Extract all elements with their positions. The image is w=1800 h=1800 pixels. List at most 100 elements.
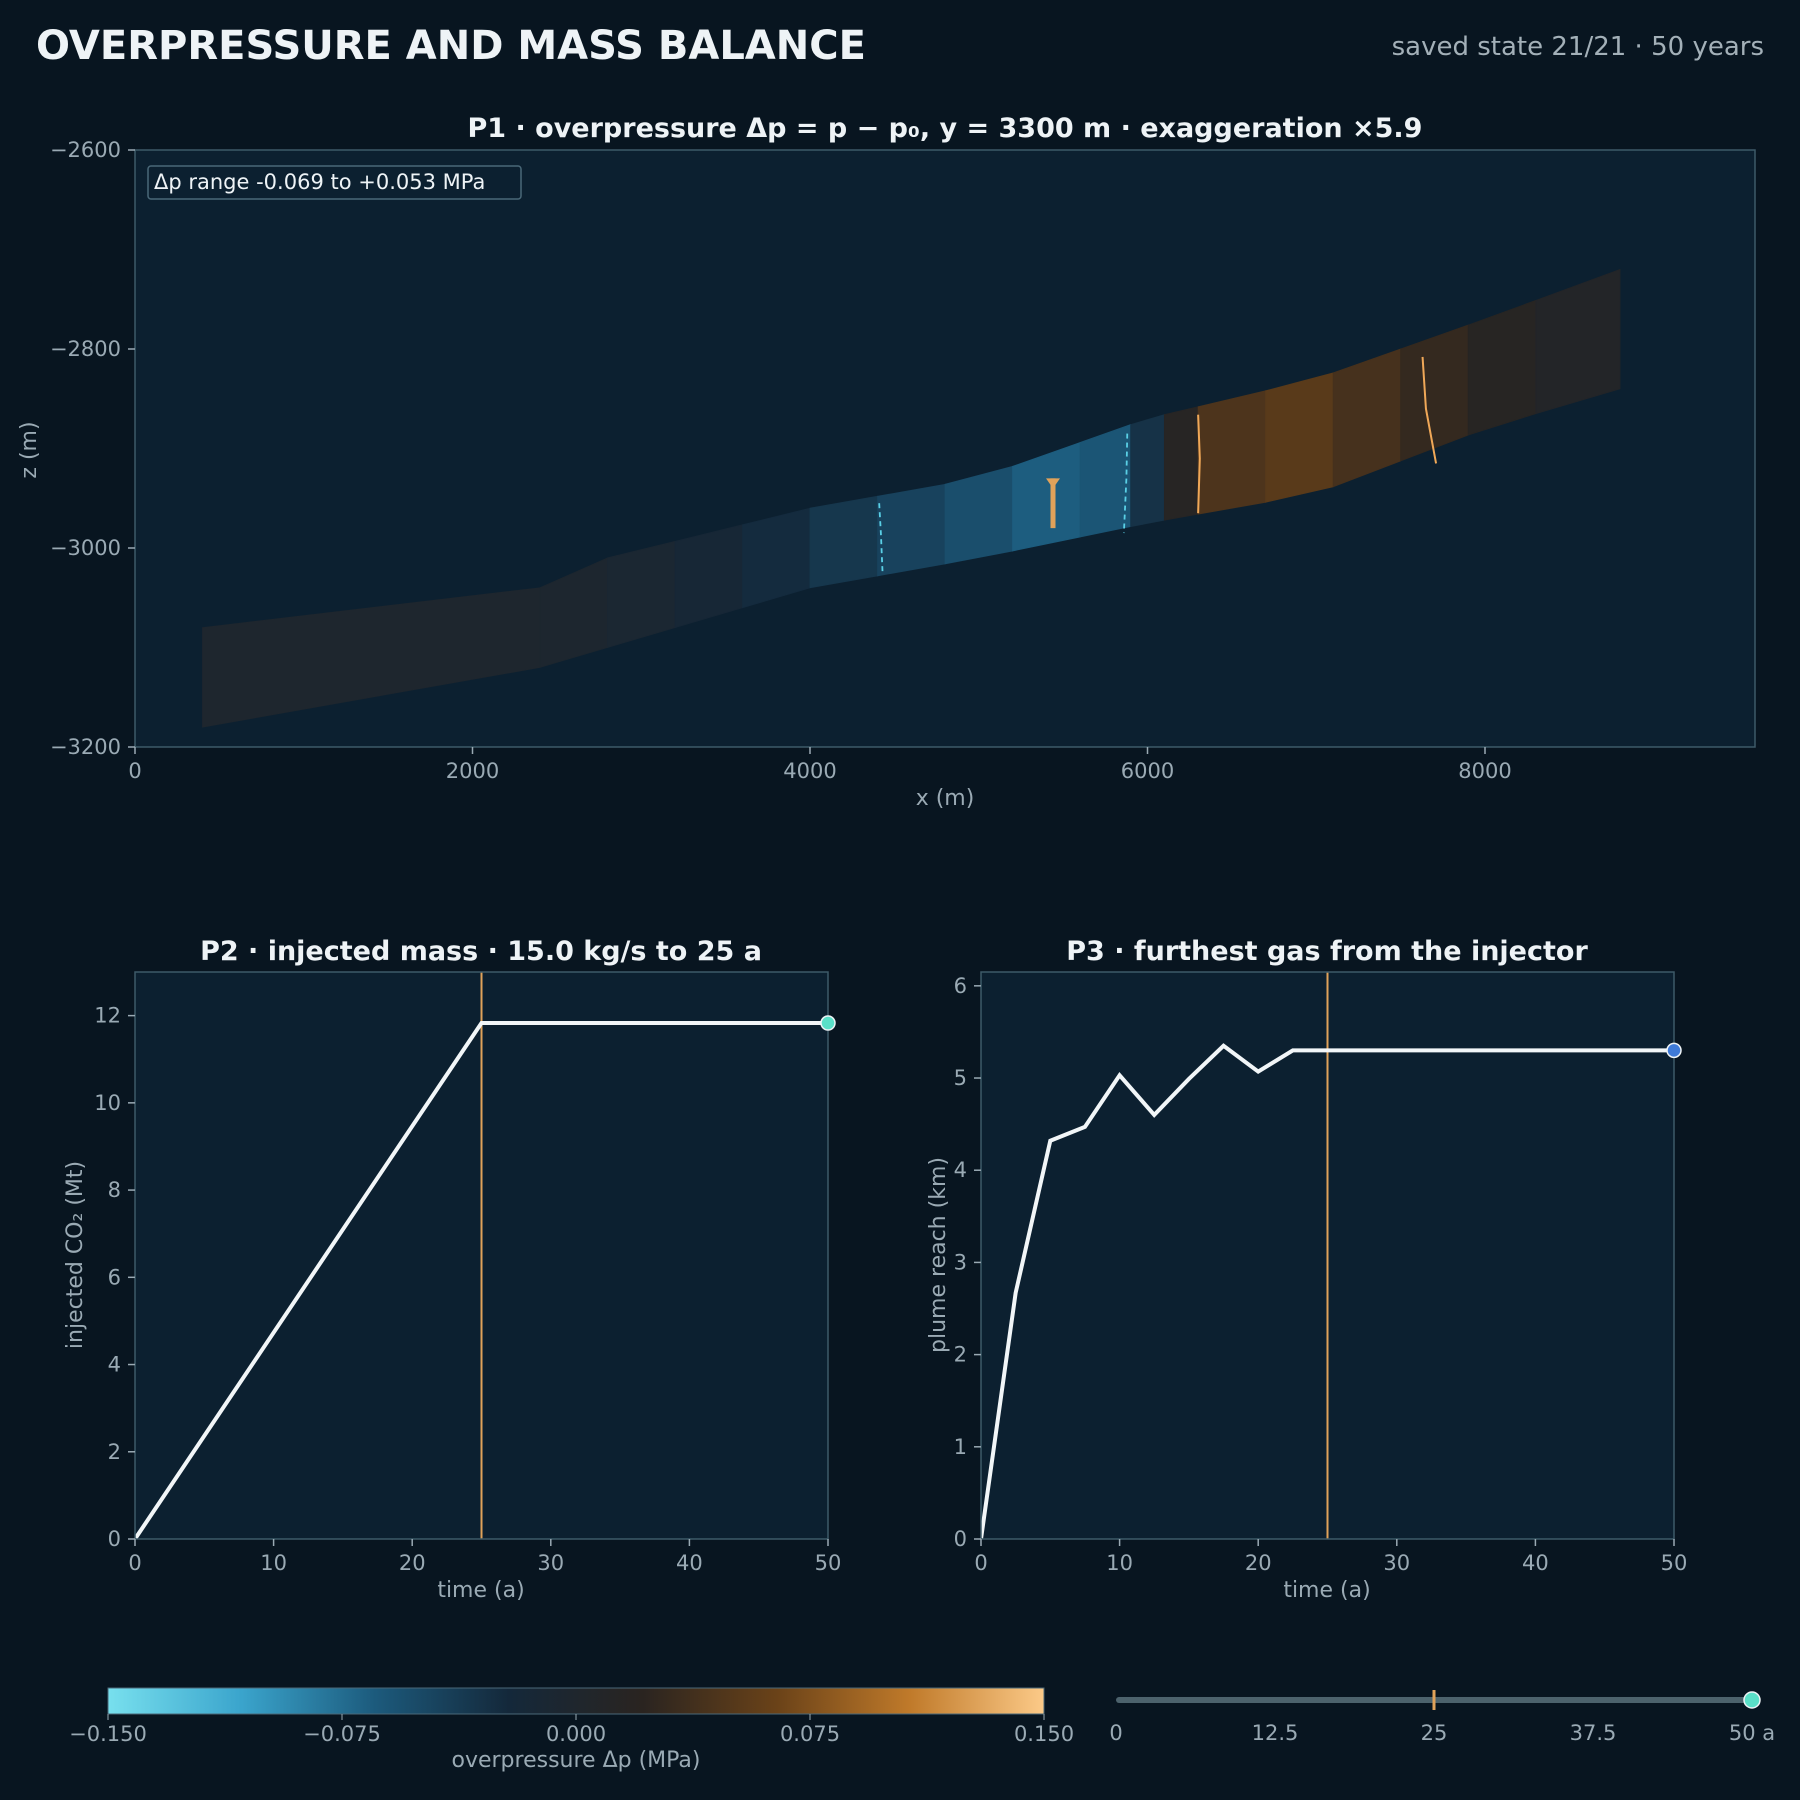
- overpressure-cell: [1130, 414, 1165, 528]
- panel-p2: P2 · injected mass · 15.0 kg/s to 25 a 0…: [63, 936, 841, 1603]
- overpressure-cell: [1535, 268, 1621, 415]
- p1-contours: [878, 356, 1438, 573]
- colorbar-gradient: [107, 1687, 1045, 1715]
- y-tick-label: 0: [108, 1527, 121, 1551]
- colorbar-tick-label: −0.075: [303, 1722, 381, 1746]
- overpressure-cell: [1265, 372, 1334, 503]
- x-tick-label: 40: [676, 1551, 703, 1575]
- x-tick-label: 2000: [446, 759, 499, 783]
- timeline-handle-knob[interactable]: [1743, 1691, 1761, 1709]
- p3-end-marker: [1666, 1042, 1682, 1059]
- timeline-slider[interactable]: 0 12.5 25 37.5 50 a: [1109, 1690, 1775, 1745]
- y-tick-label: 2: [108, 1440, 121, 1464]
- overpressure-cell: [1197, 390, 1267, 515]
- x-tick-label: 0: [128, 1551, 141, 1575]
- x-tick-label: 20: [1245, 1551, 1272, 1575]
- y-tick-label: −3000: [50, 536, 121, 560]
- colorbar-tick-label: −0.150: [69, 1722, 147, 1746]
- overpressure-cell: [1163, 406, 1199, 521]
- colorbar-label: overpressure Δp (MPa): [452, 1748, 701, 1773]
- y-tick-label: −2800: [50, 337, 121, 361]
- p1-overpressure-field: [202, 268, 1621, 728]
- panel-p1: P1 · overpressure Δp = p − p₀, y = 3300 …: [17, 113, 1756, 811]
- p3-series: [981, 972, 1674, 1539]
- p3-x-label: time (a): [1283, 1578, 1370, 1603]
- page-title: OVERPRESSURE AND MASS BALANCE: [36, 23, 866, 69]
- p2-y-axis: 0 2 4 6 8 10 12: [94, 1004, 135, 1551]
- y-tick-label: 6: [954, 974, 967, 998]
- p3-frame: [980, 971, 1675, 1540]
- plume-front-contour: [1122, 433, 1129, 534]
- series-line: [981, 1043, 1674, 1539]
- x-tick-label: 10: [1106, 1551, 1133, 1575]
- x-tick-label: 50: [815, 1551, 842, 1575]
- p3-y-label: plume reach (km): [926, 1157, 951, 1353]
- injector-well-icon: [1046, 478, 1060, 529]
- series-end-point: [1666, 1042, 1682, 1059]
- y-tick-label: 1: [954, 1435, 967, 1459]
- p1-frame: [134, 149, 1756, 748]
- overpressure-cell: [877, 483, 946, 577]
- y-tick-label: 10: [94, 1091, 121, 1115]
- y-tick-label: 8: [108, 1178, 121, 1202]
- x-tick-label: 40: [1522, 1551, 1549, 1575]
- series-line: [135, 1021, 828, 1539]
- series-end-point: [820, 1015, 836, 1031]
- x-tick-label: 30: [537, 1551, 564, 1575]
- p2-series: [135, 972, 828, 1539]
- x-tick-label: 0: [128, 759, 141, 783]
- p2-x-label: time (a): [437, 1578, 524, 1603]
- timeline-tick-label: 50 a: [1729, 1721, 1775, 1745]
- timeline-ticks: 0 12.5 25 37.5 50 a: [1109, 1721, 1775, 1745]
- y-tick-label: 6: [108, 1265, 121, 1289]
- p1-x-label: x (m): [916, 786, 975, 811]
- overpressure-contour: [1197, 414, 1201, 514]
- overpressure-contour: [1421, 356, 1438, 464]
- x-tick-label: 4000: [783, 759, 836, 783]
- p1-x-axis: 0 2000 4000 6000 8000: [128, 747, 1512, 783]
- p1-y-label: z (m): [17, 421, 42, 478]
- x-tick-label: 30: [1383, 1551, 1410, 1575]
- x-tick-label: 10: [260, 1551, 287, 1575]
- y-tick-label: 5: [954, 1066, 967, 1090]
- y-tick-label: −2600: [50, 138, 121, 162]
- p1-title: P1 · overpressure Δp = p − p₀, y = 3300 …: [468, 113, 1423, 144]
- p2-title: P2 · injected mass · 15.0 kg/s to 25 a: [200, 936, 762, 967]
- y-tick-label: 2: [954, 1343, 967, 1367]
- x-tick-label: 8000: [1458, 759, 1511, 783]
- timeline-tick-label: 0: [1109, 1721, 1122, 1745]
- p1-y-axis: −3200 −3000 −2800 −2600: [50, 138, 135, 759]
- y-tick-label: 3: [954, 1250, 967, 1274]
- y-tick-label: 0: [954, 1527, 967, 1551]
- saved-state-status: saved state 21/21 · 50 years: [1392, 32, 1764, 62]
- x-tick-label: 0: [974, 1551, 987, 1575]
- colorbar-tick-label: 0.150: [1014, 1722, 1074, 1746]
- timeline-handle[interactable]: [1743, 1691, 1761, 1709]
- panel-p3: P3 · furthest gas from the injector 0 10 2…: [926, 936, 1687, 1603]
- overpressure-cell: [809, 495, 878, 589]
- colorbar-tick-label: 0.000: [546, 1722, 606, 1746]
- p3-title: P3 · furthest gas from the injector: [1066, 936, 1588, 967]
- p2-end-marker: [820, 1015, 836, 1031]
- x-tick-label: 50: [1661, 1551, 1688, 1575]
- x-tick-label: 20: [399, 1551, 426, 1575]
- timeline-tick-label: 25: [1421, 1721, 1448, 1745]
- y-tick-label: 12: [94, 1004, 121, 1028]
- timeline-tick-label: 12.5: [1252, 1721, 1299, 1745]
- y-tick-label: −3200: [50, 735, 121, 759]
- y-tick-label: 4: [954, 1158, 967, 1182]
- p3-y-axis: 0 1 2 3 4 5 6: [954, 974, 981, 1551]
- colorbar: −0.150 −0.075 0.000 0.075 0.150 overpressure…: [69, 1687, 1074, 1773]
- colorbar-ticks: −0.150 −0.075 0.000 0.075 0.150: [69, 1714, 1074, 1746]
- timeline-tick-label: 37.5: [1570, 1721, 1617, 1745]
- p1-range-annotation: Δp range -0.069 to +0.053 MPa: [154, 170, 485, 194]
- overpressure-cell: [1079, 424, 1132, 538]
- colorbar-tick-label: 0.075: [780, 1722, 840, 1746]
- p2-y-label: injected CO₂ (Mt): [63, 1161, 88, 1349]
- p1-range-badge: [147, 165, 522, 200]
- x-tick-label: 6000: [1121, 759, 1174, 783]
- p2-frame: [134, 971, 829, 1540]
- p2-x-axis: 0 10 20 30 40 50: [128, 1539, 841, 1575]
- plume-front-contour: [878, 503, 884, 573]
